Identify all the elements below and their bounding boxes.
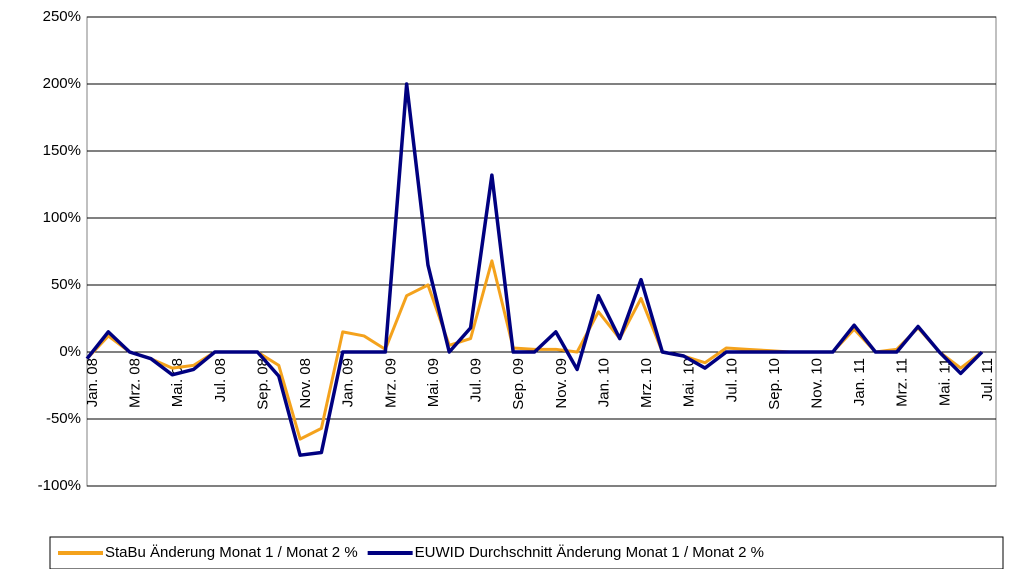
- y-tick-label: 200%: [43, 75, 81, 92]
- x-tick-label: Jul. 10: [723, 358, 740, 402]
- y-tick-label: 100%: [43, 209, 81, 226]
- plot-area: [86, 16, 997, 487]
- y-tick-label: -50%: [46, 410, 81, 427]
- x-tick-label: Nov. 09: [553, 358, 570, 409]
- x-tick-label: Jan. 09: [340, 358, 357, 407]
- x-tick-label: Jul. 08: [212, 358, 229, 402]
- x-tick-label: Mrz. 11: [894, 358, 911, 407]
- x-tick-label: Mrz. 08: [127, 358, 144, 408]
- y-tick-label: 250%: [43, 8, 81, 25]
- x-tick-label: Mai. 09: [425, 358, 442, 407]
- x-tick-label: Sep. 08: [254, 358, 271, 410]
- series-line: [85, 82, 984, 457]
- x-tick-label: Jan. 08: [84, 358, 101, 407]
- x-tick-label: Mrz. 09: [382, 358, 399, 408]
- y-tick-label: 0%: [59, 343, 81, 360]
- y-tick-label: 50%: [51, 276, 81, 293]
- x-tick-label: Jul. 11: [979, 358, 996, 401]
- x-tick-label: Sep. 09: [510, 358, 527, 410]
- legend-label: StaBu Änderung Monat 1 / Monat 2 %: [105, 544, 358, 561]
- x-tick-label: Mrz. 10: [638, 358, 655, 408]
- y-tick-label: -100%: [38, 477, 81, 494]
- legend-label: EUWID Durchschnitt Änderung Monat 1 / Mo…: [415, 544, 764, 561]
- x-tick-label: Mai. 10: [681, 358, 698, 407]
- x-tick-label: Nov. 08: [297, 358, 314, 409]
- x-tick-label: Sep. 10: [766, 358, 783, 410]
- x-tick-label: Nov. 10: [808, 358, 825, 409]
- x-tick-label: Jan. 10: [595, 358, 612, 407]
- x-tick-label: Mai. 11: [936, 358, 953, 406]
- x-tick-label: Jul. 09: [468, 358, 485, 402]
- y-tick-label: 150%: [43, 142, 81, 159]
- x-tick-label: Jan. 11: [851, 358, 868, 406]
- legend: [49, 536, 1004, 569]
- x-tick-label: Mai. 08: [169, 358, 186, 407]
